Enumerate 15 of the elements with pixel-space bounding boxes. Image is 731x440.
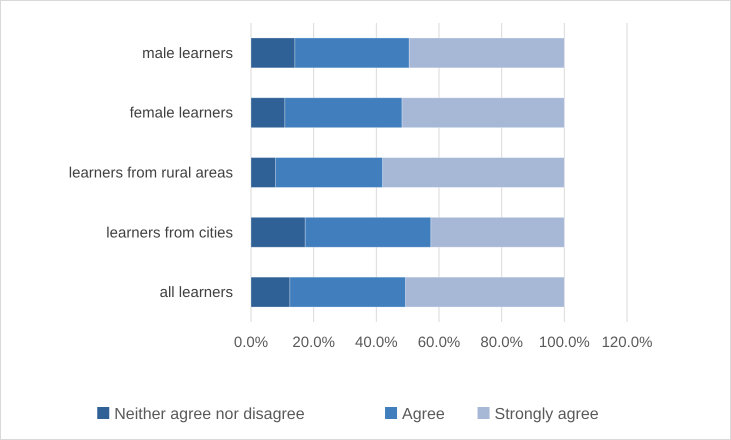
- x-tick-label: 100.0%: [538, 334, 590, 351]
- x-tick-label: 80.0%: [480, 334, 523, 351]
- legend-label: Strongly agree: [494, 406, 599, 423]
- x-tick-label: 60.0%: [418, 334, 460, 351]
- y-tick-label: male learners: [142, 44, 233, 62]
- y-tick-label: learners from cities: [106, 224, 233, 242]
- x-tick-label: 40.0%: [355, 334, 398, 351]
- x-tick-label: 0.0%: [234, 334, 268, 351]
- y-tick-label: female learners: [130, 104, 233, 122]
- x-tick-label: 120.0%: [602, 334, 652, 351]
- x-tick-label: 20.0%: [292, 334, 335, 351]
- legend-label: Agree: [402, 406, 445, 423]
- y-tick-label: all learners: [160, 284, 233, 302]
- y-tick-label: learners from rural areas: [68, 164, 233, 182]
- legend-label: Neither agree nor disagree: [114, 406, 305, 423]
